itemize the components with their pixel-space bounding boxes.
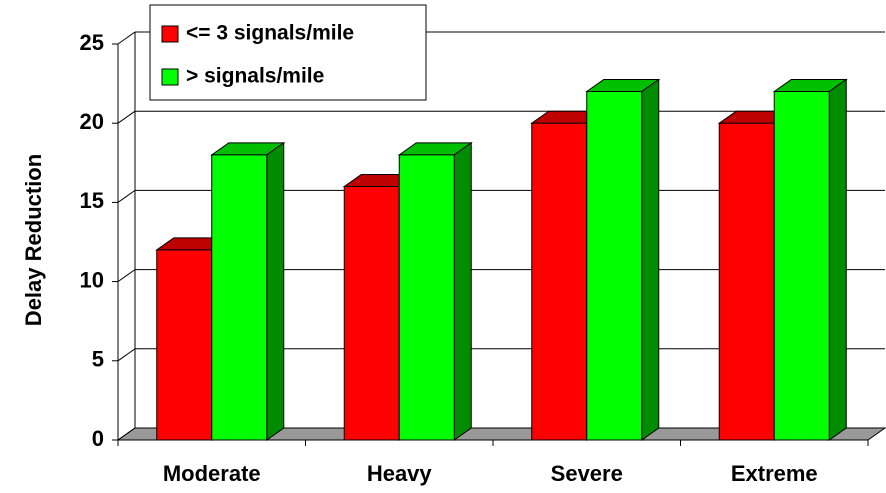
bar-front [343,186,400,441]
bar-side [266,141,285,441]
x-tick-label: Heavy [367,461,433,486]
grid-line [117,269,136,283]
legend-swatch [161,68,179,86]
bar-front [586,91,643,441]
bar-front [531,122,588,441]
legend-label: > signals/mile [186,65,324,88]
bar [772,78,848,441]
y-tick-label: 5 [92,347,104,372]
bar-side [828,78,847,441]
grid-line [117,110,136,124]
bar-front [718,122,775,441]
legend-box [149,4,427,101]
y-tick-label: 0 [92,426,104,451]
grid-line [117,189,136,203]
x-tick-label: Severe [551,461,623,486]
bar-side [453,141,472,441]
y-tick-label: 20 [80,109,104,134]
bar-side [641,78,660,441]
legend-label: <= 3 signals/mile [186,22,354,45]
bar-front [773,91,830,441]
x-tick-label: Moderate [163,461,261,486]
bar [397,141,473,441]
bar-front [211,154,268,441]
y-tick-label: 15 [80,188,104,213]
y-tick-label: 25 [80,30,104,55]
bar [585,78,661,441]
grid-line [117,31,136,45]
grid-line [117,427,136,441]
x-tick-label: Extreme [731,461,818,486]
bar-front [156,249,213,441]
legend-swatch [161,25,179,43]
grid-line [117,348,136,362]
y-tick-label: 10 [80,267,104,292]
bar-front [398,154,455,441]
legend: <= 3 signals/mile > signals/mile [149,4,427,101]
y-axis-label: Delay Reduction [21,154,46,326]
bar [210,141,286,441]
